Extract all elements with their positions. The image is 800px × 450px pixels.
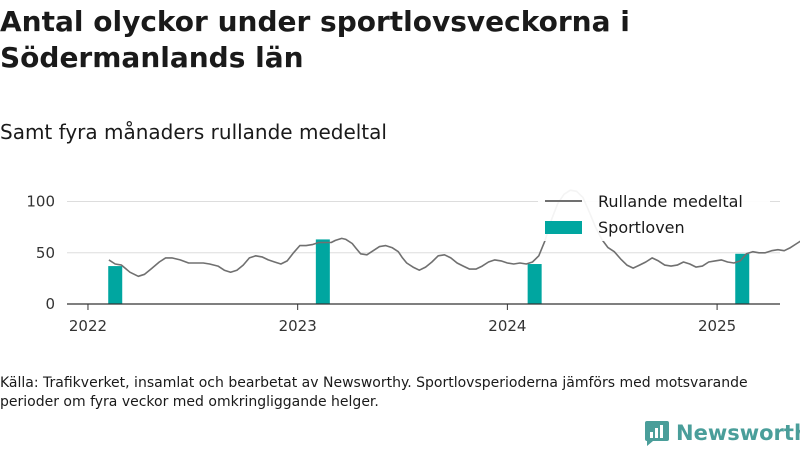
y-tick-label-100: 100 xyxy=(26,193,55,211)
chart-area: 0 50 100 2022 2023 2024 2025 Rullande medeltal S… xyxy=(26,187,800,335)
sportlov-bar-2 xyxy=(527,264,542,304)
legend: Rullande medeltal Sportloven xyxy=(538,187,770,241)
newsworthy-logo: Newsworthy xyxy=(644,420,800,446)
y-tick-label-0: 0 xyxy=(45,295,55,313)
x-tick-label-2025: 2025 xyxy=(698,317,736,335)
sportlov-bar-1 xyxy=(315,239,330,304)
x-tick-label-2022: 2022 xyxy=(69,317,107,335)
logo-chart-icon xyxy=(645,421,669,446)
brand-name: Newsworthy xyxy=(676,421,800,445)
rolling-average-line xyxy=(108,189,800,278)
sportlov-bar-0 xyxy=(108,266,123,304)
chart-title: Antal olyckor under sportlovsveckorna i … xyxy=(0,5,630,74)
legend-label-rolling-average: Rullande medeltal xyxy=(598,192,743,211)
x-tick-label-2023: 2023 xyxy=(279,317,317,335)
y-tick-label-50: 50 xyxy=(36,244,55,262)
source-note: Källa: Trafikverket, insamlat och bearbe… xyxy=(0,375,748,410)
legend-bar-swatch xyxy=(545,221,582,234)
legend-label-sportloven: Sportloven xyxy=(598,218,685,237)
chart-subtitle: Samt fyra månaders rullande medeltal xyxy=(0,120,387,144)
x-tick-label-2024: 2024 xyxy=(488,317,526,335)
sportlov-bar-3 xyxy=(735,253,750,304)
